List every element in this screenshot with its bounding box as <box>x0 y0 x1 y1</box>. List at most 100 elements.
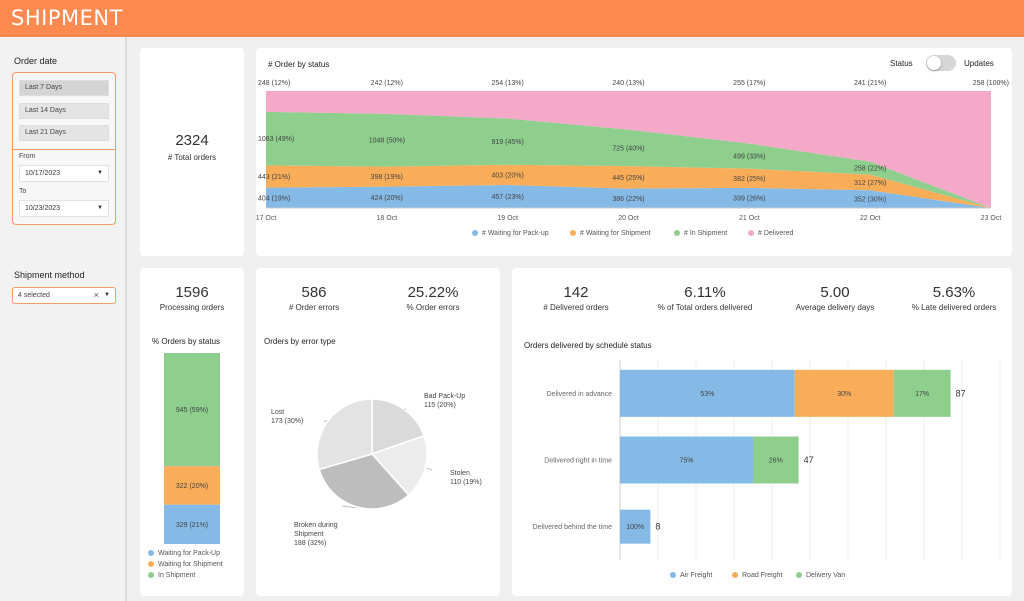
legend-label: # Waiting for Shipment <box>580 230 651 237</box>
status-bar-segment-1 <box>164 504 220 544</box>
schedule-bar-segment <box>753 436 799 484</box>
schedule-bar-total: 8 <box>655 522 660 532</box>
legend-in-shipment: # In Shipment <box>674 230 727 237</box>
x-tick-label: 17 Oct <box>256 215 276 222</box>
area-data-label: 725 (40%) <box>612 145 644 152</box>
avg-delivery-days-value: 5.00 <box>820 284 850 301</box>
legend-road-freight: Road Freight <box>732 572 782 579</box>
area-series-4 <box>266 91 991 208</box>
legend-label: Road Freight <box>742 572 783 579</box>
date-divider <box>13 149 115 150</box>
x-tick-label: 22 Oct <box>860 215 881 222</box>
legend-dot <box>748 230 754 237</box>
area-data-label: 499 (33%) <box>733 154 765 161</box>
chevron-down-icon: ▼ <box>104 292 110 298</box>
area-data-label: 382 (25%) <box>733 176 765 183</box>
x-tick-label: 19 Oct <box>497 215 518 222</box>
last-7-days-button[interactable]: Last 7 Days <box>19 80 109 96</box>
area-data-label: 248 (12%) <box>258 80 290 87</box>
legend-waiting-shipment: Waiting for Shipment <box>148 561 223 568</box>
pie-leader-line <box>341 505 357 509</box>
status-updates-toggle[interactable] <box>926 55 956 71</box>
status-bar-label: 945 (59%) <box>176 407 208 414</box>
order-date-filter: Last 7 Days Last 14 Days Last 21 Days Fr… <box>12 72 116 225</box>
legend-dot <box>472 230 478 237</box>
to-label: To <box>19 188 27 195</box>
toggle-knob <box>927 56 941 70</box>
shipment-method-label: Shipment method <box>14 270 85 280</box>
pie-slice-label: Stolen <box>450 470 470 477</box>
area-data-label: 386 (22%) <box>612 196 644 203</box>
page-title: SHIPMENT <box>11 6 123 30</box>
clear-icon[interactable]: × <box>93 290 99 300</box>
area-data-label: 919 (45%) <box>492 139 524 146</box>
legend-dot <box>570 230 576 237</box>
legend-label: # In Shipment <box>684 230 728 237</box>
x-tick-label: 20 Oct <box>618 215 639 222</box>
area-data-label: 240 (13%) <box>612 80 644 87</box>
legend-label: Air Freight <box>680 572 713 579</box>
legend-label: Delivery Van <box>806 572 846 579</box>
processing-orders-value: 1596 <box>175 284 209 301</box>
chevron-down-icon: ▼ <box>97 205 103 211</box>
to-date-select[interactable]: 10/23/2023 ▼ <box>19 200 109 217</box>
orders-by-error-type-title: Orders by error type <box>264 337 336 346</box>
last-14-days-button[interactable]: Last 14 Days <box>19 103 109 119</box>
schedule-bar-segment <box>620 369 795 417</box>
from-date-select[interactable]: 10/17/2023 ▼ <box>19 165 109 182</box>
area-data-label: 398 (19%) <box>371 174 403 181</box>
shipment-method-select[interactable]: 4 selected × ▼ <box>12 287 116 304</box>
legend-label: Waiting for Shipment <box>158 561 223 568</box>
status-toggle-label: Status <box>890 59 913 68</box>
area-data-label: 258 (22%) <box>854 166 886 173</box>
orders-by-status-title: % Orders by status <box>152 337 221 346</box>
category-label: Delivered right in time <box>544 458 612 465</box>
area-data-label: 399 (26%) <box>733 195 765 202</box>
x-tick-label: 23 Oct <box>981 215 1002 222</box>
pct-order-errors-value: 25.22% <box>407 284 459 301</box>
schedule-bar-segment <box>620 509 651 544</box>
order-errors-value: 586 <box>301 284 327 301</box>
legend-dot <box>148 561 154 568</box>
pct-total-delivered-value: 6.11% <box>684 284 726 301</box>
area-series-3 <box>266 111 991 208</box>
order-date-label: Order date <box>14 56 58 66</box>
schedule-bar-segment <box>620 436 753 484</box>
area-data-label: 242 (12%) <box>371 80 403 87</box>
total-orders-label: # Total orders <box>167 153 217 162</box>
pct-order-errors-label: % Order errors <box>406 303 460 312</box>
pie-slice-label: Lost <box>271 409 284 416</box>
legend-delivered: # Delivered <box>748 230 793 237</box>
legend-dot <box>148 572 154 579</box>
pct-late-delivered-label: % Late delivered orders <box>911 303 997 312</box>
pie-slice-label: Bad Pack-Up <box>424 393 465 400</box>
pie-leader-line <box>323 420 328 423</box>
total-orders-card: 2324 # Total orders <box>140 48 244 256</box>
schedule-bar-segment <box>893 369 951 417</box>
area-data-label: 404 (19%) <box>258 195 290 202</box>
updates-toggle-label: Updates <box>964 59 994 68</box>
legend-dot <box>674 230 680 237</box>
legend-waiting-shipment: # Waiting for Shipment <box>570 230 651 237</box>
last-21-days-button[interactable]: Last 21 Days <box>19 125 109 141</box>
area-data-label: 1048 (50%) <box>369 138 405 145</box>
category-label: Delivered in advance <box>547 391 612 398</box>
avg-delivery-days-label: Average delivery days <box>795 303 875 312</box>
from-date-value: 10/17/2023 <box>25 170 61 177</box>
pie-slice-4 <box>316 398 373 471</box>
legend-label: In Shipment <box>158 572 196 579</box>
pie-slice-label: Broken during <box>294 522 338 529</box>
shipment-method-value: 4 selected <box>18 292 50 299</box>
pie-slice-label: 188 (32%) <box>294 540 326 547</box>
pie-leader-line <box>404 408 407 411</box>
area-data-label: 312 (27%) <box>854 180 886 187</box>
schedule-bar-label: 75% <box>679 458 693 465</box>
delivered-orders-value: 142 <box>563 284 589 301</box>
legend-label: Waiting for Pack-Up <box>158 550 220 557</box>
area-series-2 <box>266 164 991 208</box>
area-data-label: 241 (21%) <box>854 80 886 87</box>
pct-total-delivered-label: % of Total orders delivered <box>657 303 753 312</box>
legend-dot <box>796 572 802 579</box>
legend-label: # Waiting for Pack-up <box>482 230 549 237</box>
area-data-label: 352 (30%) <box>854 197 886 204</box>
